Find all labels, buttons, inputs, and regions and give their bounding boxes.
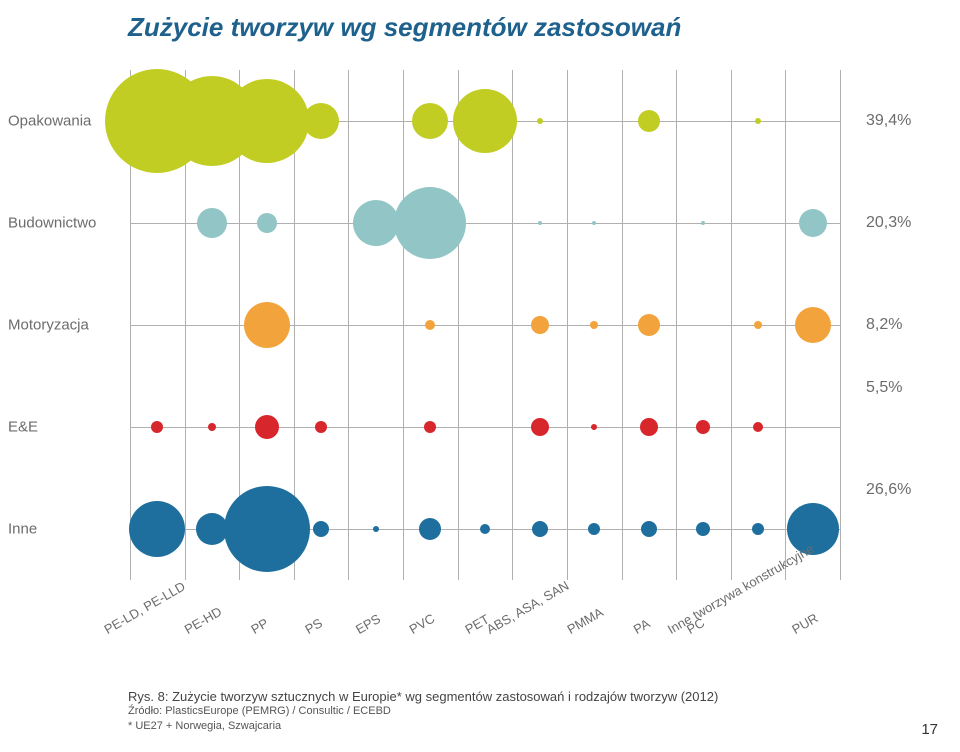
bubble bbox=[640, 418, 658, 436]
bubble bbox=[373, 526, 379, 532]
caption-line1: Rys. 8: Zużycie tworzyw sztucznych w Eur… bbox=[128, 689, 718, 704]
bubble bbox=[255, 415, 279, 439]
bubble bbox=[151, 421, 163, 433]
bubble bbox=[419, 518, 441, 540]
bubble bbox=[641, 521, 657, 537]
column-label: ABS, ASA, SAN bbox=[483, 578, 571, 637]
gridline-horizontal bbox=[130, 223, 840, 224]
column-label: PA bbox=[631, 616, 653, 637]
column-label: PVC bbox=[407, 611, 438, 637]
bubble bbox=[588, 523, 600, 535]
bubble bbox=[754, 321, 762, 329]
caption-line2: Źródło: PlasticsEurope (PEMRG) / Consult… bbox=[128, 704, 718, 719]
row-label: Motoryzacja bbox=[8, 317, 123, 334]
bubble bbox=[592, 221, 596, 225]
gridline-horizontal bbox=[130, 427, 840, 428]
bubble bbox=[638, 314, 660, 336]
bubble bbox=[412, 103, 448, 139]
bubble bbox=[453, 89, 517, 153]
bubble bbox=[315, 421, 327, 433]
bubble bbox=[795, 307, 831, 343]
column-label: PUR bbox=[789, 610, 820, 637]
column-label: PE-HD bbox=[182, 604, 225, 637]
bubble bbox=[696, 420, 710, 434]
column-label: PP bbox=[248, 615, 271, 637]
bubble bbox=[755, 118, 761, 124]
bubble bbox=[129, 501, 185, 557]
bubble bbox=[701, 221, 705, 225]
row-label: Opakowania bbox=[8, 113, 123, 130]
chart-title: Zużycie tworzyw wg segmentów zastosowań bbox=[128, 12, 681, 43]
bubble bbox=[537, 118, 543, 124]
bubble bbox=[208, 423, 216, 431]
column-label: PE-LD, PE-LLD bbox=[102, 578, 188, 637]
gridline-horizontal bbox=[130, 325, 840, 326]
bubble bbox=[394, 187, 466, 259]
bubble bbox=[591, 424, 597, 430]
row-label: E&E bbox=[8, 419, 123, 436]
bubble bbox=[532, 521, 548, 537]
bubble bbox=[225, 79, 309, 163]
bubble bbox=[638, 110, 660, 132]
bubble-plot bbox=[130, 70, 840, 580]
bubble bbox=[696, 522, 710, 536]
bubble bbox=[752, 523, 764, 535]
row-percentage: 20,3% bbox=[866, 214, 956, 232]
bubble bbox=[538, 221, 542, 225]
row-percentage: 39,4% bbox=[866, 112, 956, 130]
bubble bbox=[257, 213, 277, 233]
caption-line3: * UE27 + Norwegia, Szwajcaria bbox=[128, 719, 718, 734]
row-percentage: 5,5% bbox=[866, 379, 956, 397]
bubble bbox=[303, 103, 339, 139]
row-percentage: 26,6% bbox=[866, 481, 956, 499]
bubble bbox=[425, 320, 435, 330]
column-label: PS bbox=[302, 615, 325, 637]
bubble bbox=[244, 302, 290, 348]
column-label: PMMA bbox=[565, 605, 606, 637]
bubble bbox=[799, 209, 827, 237]
page-number: 17 bbox=[921, 721, 938, 738]
gridline-vertical bbox=[840, 70, 841, 580]
column-label: EPS bbox=[353, 611, 383, 637]
bubble bbox=[197, 208, 227, 238]
bubble bbox=[353, 200, 399, 246]
bubble bbox=[313, 521, 329, 537]
row-percentage: 8,2% bbox=[866, 316, 956, 334]
figure-caption: Rys. 8: Zużycie tworzyw sztucznych w Eur… bbox=[128, 689, 718, 734]
bubble bbox=[424, 421, 436, 433]
bubble bbox=[753, 422, 763, 432]
row-label: Budownictwo bbox=[8, 215, 123, 232]
bubble bbox=[480, 524, 490, 534]
bubble bbox=[531, 316, 549, 334]
bubble bbox=[224, 486, 310, 572]
bubble bbox=[531, 418, 549, 436]
bubble bbox=[590, 321, 598, 329]
row-label: Inne bbox=[8, 521, 123, 538]
